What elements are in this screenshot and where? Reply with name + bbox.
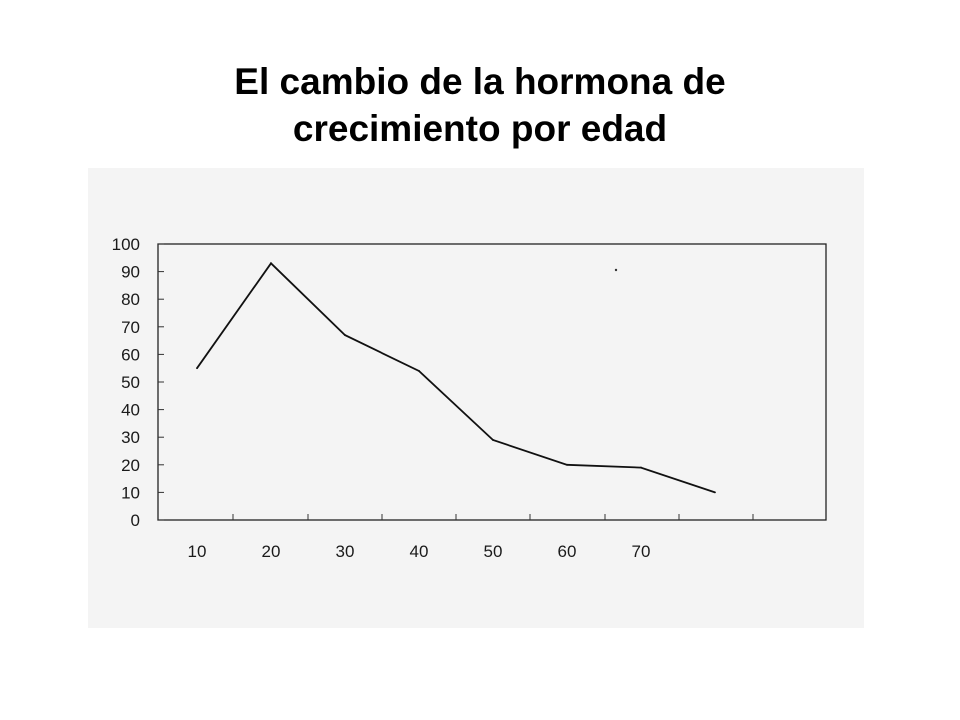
x-tick-label: 60: [558, 542, 577, 561]
data-point: [270, 262, 272, 265]
y-tick-label: 10: [121, 483, 140, 502]
y-tick-label: 90: [121, 263, 140, 282]
y-tick-label: 70: [121, 318, 140, 337]
data-point: [566, 463, 568, 466]
data-point: [196, 367, 198, 370]
data-point: [492, 439, 494, 441]
data-point: [640, 466, 642, 469]
y-tick-label: 60: [121, 345, 140, 364]
chart-scan-area: [88, 168, 864, 628]
x-tick-label: 70: [632, 542, 651, 561]
chart-title-line-1: El cambio de la hormona de: [234, 61, 726, 102]
y-tick-label: 30: [121, 428, 140, 447]
chart-title-line-2: crecimiento por edad: [292, 108, 668, 149]
y-tick-label: 100: [112, 235, 140, 254]
y-tick-label: 20: [121, 456, 140, 475]
y-tick-label: 0: [131, 511, 140, 530]
x-tick-label: 20: [262, 542, 281, 561]
x-tick-label: 50: [484, 542, 503, 561]
data-point: [714, 491, 716, 494]
series-group: [196, 261, 716, 494]
data-point: [418, 370, 420, 372]
y-tick-label: 40: [121, 401, 140, 420]
plot-frame: [157, 243, 827, 521]
data-point: [344, 334, 346, 336]
y-tick-label: 80: [121, 290, 140, 309]
x-tick-label: 10: [188, 542, 207, 561]
chart-title: El cambio de la hormona de crecimiento p…: [0, 58, 960, 152]
y-tick-label: 50: [121, 373, 140, 392]
x-tick-label: 40: [410, 542, 429, 561]
x-axis: 10 20 30 40 50 60 70: [188, 514, 754, 561]
x-tick-label: 30: [336, 542, 355, 561]
series-line: [196, 261, 716, 494]
speck-mark: [614, 268, 618, 272]
y-axis: 0 10 20 30 40 50 60 70 80 90 100: [112, 235, 164, 530]
